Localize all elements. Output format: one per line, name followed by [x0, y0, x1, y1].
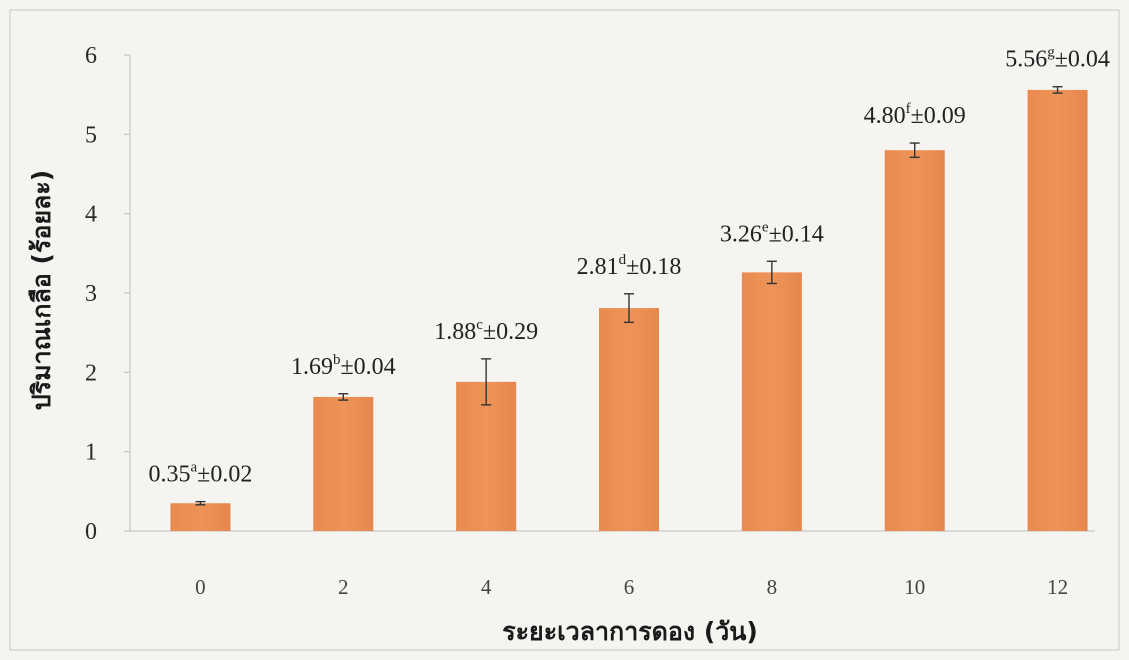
x-tick-label: 10	[904, 575, 925, 599]
data-label: 2.81d±0.18	[577, 252, 682, 280]
x-tick-label: 6	[624, 575, 635, 599]
plot-border	[9, 9, 1120, 651]
bar	[456, 381, 517, 531]
data-label: 5.56g±0.04	[1005, 45, 1110, 73]
data-label: 1.69b±0.04	[291, 352, 396, 380]
y-tick-label: 0	[85, 519, 97, 545]
bar	[599, 308, 659, 531]
bar	[741, 272, 802, 531]
y-tick-group: 0 1 2 3 4 5 6	[85, 43, 130, 545]
data-label: 3.26e±0.14	[720, 219, 824, 247]
error-bar-group	[195, 86, 1063, 506]
y-tick-label: 1	[85, 440, 97, 466]
data-label-group: 0.35a±0.02 1.69b±0.04 1.88c±0.29 2.81d±0.18…	[149, 45, 1110, 488]
x-tick-label: 12	[1047, 575, 1068, 599]
x-tick-label: 2	[338, 575, 349, 599]
data-label: 1.88c±0.29	[434, 317, 538, 345]
data-label: 0.35a±0.02	[149, 460, 253, 488]
y-tick-label: 5	[85, 122, 97, 148]
x-tick-label: 4	[481, 575, 492, 599]
y-tick-label: 2	[85, 360, 97, 386]
y-tick-label: 3	[85, 281, 97, 307]
x-tick-label: 0	[195, 575, 206, 599]
y-tick-label: 6	[85, 43, 97, 69]
x-tick-label: 8	[767, 575, 778, 599]
bar	[884, 150, 945, 531]
bar	[170, 503, 231, 531]
x-tick-group: 0 2 4 6 8 10 12	[195, 575, 1068, 599]
bar-group	[170, 89, 1088, 531]
bar	[1027, 89, 1088, 531]
data-label: 4.80f±0.09	[864, 101, 966, 129]
bar	[313, 396, 374, 531]
y-axis-title: ปริมาณเกลือ (ร้อยละ)	[27, 170, 56, 410]
x-axis-title: ระยะเวลาการดอง (วัน)	[502, 617, 758, 646]
y-tick-label: 4	[85, 202, 97, 228]
